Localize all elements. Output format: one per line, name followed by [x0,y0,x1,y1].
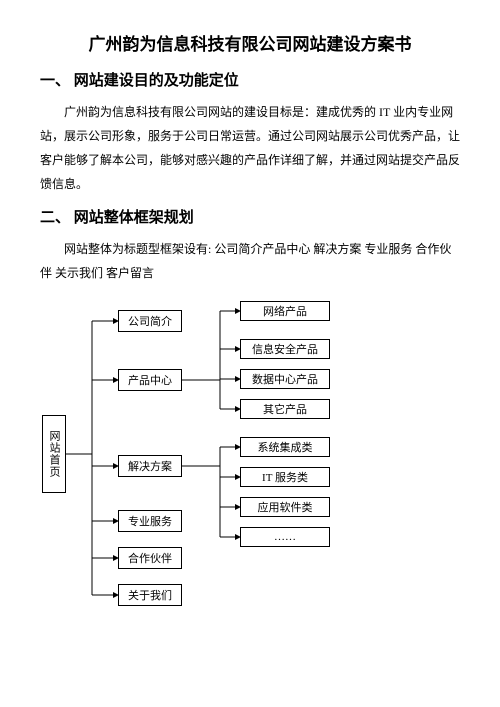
site-structure-diagram: 网站首页 公司简介产品中心解决方案专业服务合作伙伴关于我们 网络产品信息安全产品数… [40,295,460,605]
section-2-heading: 二、 网站整体框架规划 [40,206,460,227]
node-l2d: 其它产品 [240,399,330,419]
document-title: 广州韵为信息科技有限公司网站建设方案书 [40,30,460,55]
section-2-paragraph: 网站整体为标题型框架设有: 公司简介产品中心 解决方案 专业服务 合作伙伴 关示… [40,237,460,285]
node-l1b: 产品中心 [118,369,182,391]
node-l2g: 应用软件类 [240,497,330,517]
node-root: 网站首页 [42,415,66,493]
node-l2a: 网络产品 [240,301,330,321]
node-l2f: IT 服务类 [240,467,330,487]
node-l2h: …… [240,527,330,547]
node-l2b: 信息安全产品 [240,339,330,359]
node-l2e: 系统集成类 [240,437,330,457]
page: 广州韵为信息科技有限公司网站建设方案书 一、 网站建设目的及功能定位 广州韵为信… [0,0,500,625]
node-l1c: 解决方案 [118,455,182,477]
section-1-heading: 一、 网站建设目的及功能定位 [40,69,460,90]
node-l1d: 专业服务 [118,510,182,532]
node-l1e: 合作伙伴 [118,547,182,569]
node-l1f: 关于我们 [118,584,182,606]
node-l1a: 公司简介 [118,310,182,332]
section-1-paragraph: 广州韵为信息科技有限公司网站的建设目标是：建成优秀的 IT 业内专业网站，展示公… [40,100,460,196]
node-l2c: 数据中心产品 [240,369,330,389]
